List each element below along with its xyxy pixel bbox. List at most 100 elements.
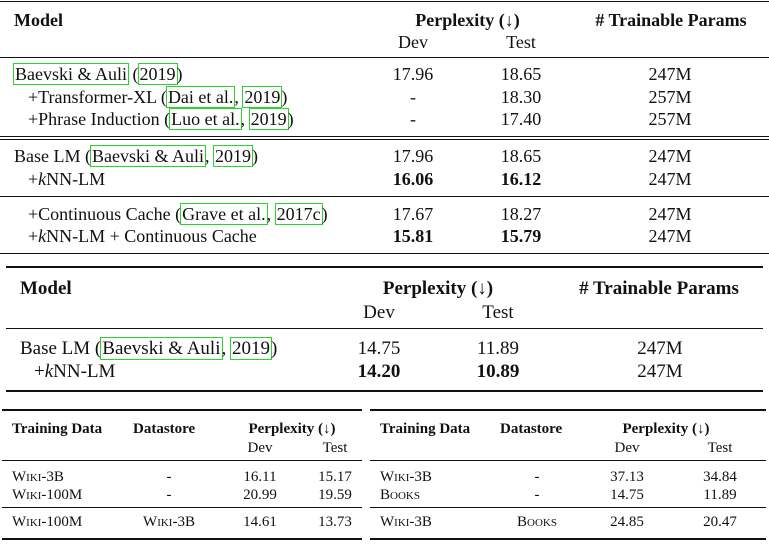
table-row-model: +Transformer-XL (Dai et al., 2019)	[28, 86, 288, 108]
table-cell-dev: 14.20	[357, 361, 401, 382]
table-cell-dev: 37.13	[610, 469, 644, 485]
top-rule	[0, 1, 769, 2]
citation-year-link[interactable]: 2019	[248, 108, 289, 130]
table-cell-datastore: -	[166, 487, 172, 503]
header-perplexity: Perplexity (↓)	[248, 421, 336, 437]
header-perplexity: Perplexity (↓)	[622, 421, 710, 437]
table-cell-params: 257M	[648, 109, 692, 129]
table-cell-datastore: Books	[517, 514, 557, 530]
citation-link[interactable]: Grave et al.	[180, 203, 268, 225]
table-cell-test: 17.40	[500, 109, 542, 129]
table-cell-test: 34.84	[703, 469, 737, 485]
header-dev: Dev	[247, 440, 273, 456]
table-cell-params: 247M	[648, 226, 692, 246]
table-cell-training: Wiki-100M	[12, 487, 83, 503]
table-row-model: Baevski & Auli (2019)	[13, 63, 183, 85]
header-dev: Dev	[614, 440, 640, 456]
table-cell-test: 20.47	[703, 514, 737, 530]
header-datastore: Datastore	[133, 421, 196, 437]
table-cell-params: 257M	[648, 87, 692, 107]
table-cell-test: 13.73	[318, 514, 352, 530]
table-cell-params: 247M	[648, 204, 692, 224]
table-cell-training: Wiki-100M	[12, 514, 83, 530]
table-cell-dev: 16.06	[392, 169, 434, 189]
top-rule	[370, 409, 766, 411]
top-rule	[2, 409, 362, 411]
citation-link[interactable]: Baevski & Auli	[89, 145, 206, 167]
header-model: Model	[20, 278, 72, 299]
table-row-model: +kNN-LM	[34, 361, 116, 382]
bottom-rule	[0, 253, 769, 254]
table-cell-dev: 15.81	[392, 226, 434, 246]
table-cell-dev: 14.75	[610, 487, 644, 503]
header-trainable-params: # Trainable Params	[579, 278, 739, 299]
header-rule	[0, 57, 769, 58]
header-test: Test	[322, 440, 348, 456]
table-cell-test: 16.12	[500, 169, 542, 189]
citation-year-link[interactable]: 2019	[242, 86, 283, 108]
bottom-rule	[370, 538, 766, 540]
table-cell-training: Wiki-3B	[380, 469, 432, 485]
section-rule	[0, 196, 769, 197]
header-dev: Dev	[398, 32, 428, 52]
section-rule	[0, 136, 769, 137]
header-model: Model	[14, 10, 63, 30]
table-row-model: +Continuous Cache (Grave et al., 2017c)	[28, 203, 328, 225]
section-rule	[2, 507, 362, 508]
table-cell-datastore: -	[166, 469, 172, 485]
citation-year-link[interactable]: 2019	[137, 63, 178, 85]
table-cell-test: 18.30	[500, 87, 542, 107]
header-trainable-params: # Trainable Params	[595, 10, 747, 30]
header-test: Test	[506, 32, 536, 52]
table-cell-dev: -	[410, 109, 416, 129]
table-cell-dev: 20.99	[243, 487, 277, 503]
citation-link[interactable]: Baevski & Auli	[13, 63, 129, 85]
table-cell-test: 10.89	[476, 361, 520, 382]
table-cell-dev: 17.96	[392, 146, 434, 166]
header-perplexity: Perplexity (↓)	[382, 278, 494, 299]
bottom-rule	[6, 390, 763, 392]
table-cell-datastore: -	[534, 469, 540, 485]
table-cell-params: 247M	[637, 338, 683, 359]
table-cell-training: Wiki-3B	[12, 469, 64, 485]
table-cell-training: Books	[380, 487, 420, 503]
table-row-model: Base LM (Baevski & Auli, 2019)	[20, 337, 278, 360]
table-cell-params: 247M	[648, 64, 692, 84]
table-cell-dev: 17.67	[392, 204, 434, 224]
header-datastore: Datastore	[500, 421, 563, 437]
header-test: Test	[482, 302, 514, 323]
table-cell-dev: 16.11	[243, 469, 277, 485]
citation-year-link[interactable]: 2019	[212, 145, 253, 167]
table-cell-datastore: -	[534, 487, 540, 503]
table-cell-training: Wiki-3B	[380, 514, 432, 530]
table-cell-test: 18.65	[500, 64, 542, 84]
table-cell-dev: 17.96	[392, 64, 434, 84]
citation-year-link[interactable]: 2019	[230, 337, 272, 360]
header-dev: Dev	[363, 302, 395, 323]
table-row-model: +kNN-LM + Continuous Cache	[28, 226, 257, 246]
table-cell-dev: 14.61	[243, 514, 277, 530]
table-cell-dev: -	[410, 87, 416, 107]
citation-link[interactable]: Dai et al.	[165, 86, 236, 108]
header-rule	[2, 460, 362, 461]
table-cell-dev: 14.75	[357, 338, 401, 359]
header-test: Test	[707, 440, 733, 456]
table-cell-test: 11.89	[703, 487, 737, 503]
citation-link[interactable]: Baevski & Auli	[100, 337, 223, 360]
table-row-model: +Phrase Induction (Luo et al., 2019)	[28, 108, 294, 130]
table-cell-params: 247M	[648, 169, 692, 189]
header-perplexity: Perplexity (↓)	[415, 10, 520, 30]
citation-year-link[interactable]: 2017c	[274, 203, 323, 225]
top-rule	[6, 266, 763, 268]
table-cell-datastore: Wiki-3B	[143, 514, 195, 530]
table-cell-test: 11.89	[476, 338, 520, 359]
header-rule	[6, 328, 763, 329]
citation-link[interactable]: Luo et al.	[169, 108, 242, 130]
table-cell-params: 247M	[648, 146, 692, 166]
table-row-model: Base LM (Baevski & Auli, 2019)	[14, 145, 258, 167]
section-rule	[370, 507, 766, 508]
table-cell-test: 18.27	[500, 204, 542, 224]
bottom-rule	[2, 538, 362, 540]
section-rule	[0, 139, 769, 140]
table-cell-test: 18.65	[500, 146, 542, 166]
